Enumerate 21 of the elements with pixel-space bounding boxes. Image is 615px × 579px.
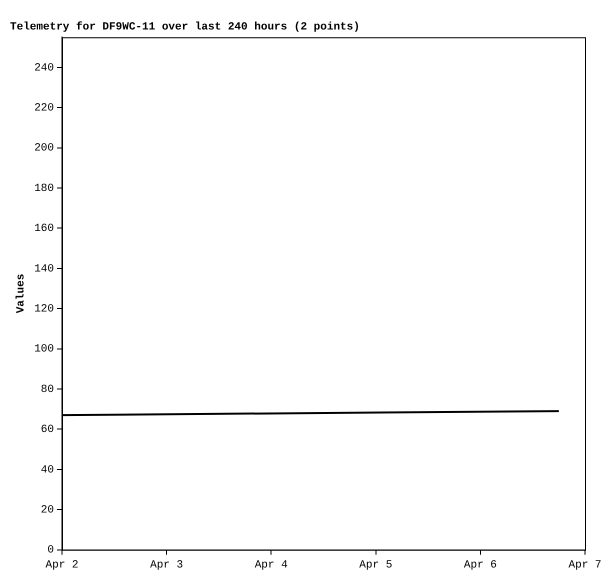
y-tick-label: 80 <box>40 384 54 396</box>
y-tick-label: 240 <box>34 62 54 74</box>
y-tick-label: 40 <box>40 464 54 476</box>
chart-title: Telemetry for DF9WC-11 over last 240 hours (2 points) <box>10 20 360 34</box>
y-tick-label: 200 <box>34 142 54 155</box>
y-tick-label: 140 <box>34 263 54 276</box>
y-axis-title: Values <box>15 274 28 314</box>
y-tick-label: 60 <box>40 424 54 436</box>
y-tick-label: 20 <box>40 504 54 516</box>
y-tick-label: 160 <box>34 223 54 236</box>
x-tick-label: Apr 4 <box>254 559 288 572</box>
x-tick-label: Apr 7 <box>568 559 602 572</box>
x-tick-label: Apr 2 <box>45 559 79 572</box>
y-tick-label: 220 <box>34 102 54 114</box>
x-tick-label: Apr 3 <box>150 559 184 572</box>
y-tick-label: 100 <box>34 344 54 356</box>
y-tick-label: 120 <box>34 303 54 316</box>
y-tick-label: 180 <box>34 182 54 195</box>
x-tick-label: Apr 5 <box>359 559 392 572</box>
y-tick-label: 0 <box>47 544 54 557</box>
x-tick-label: Apr 6 <box>464 559 497 572</box>
